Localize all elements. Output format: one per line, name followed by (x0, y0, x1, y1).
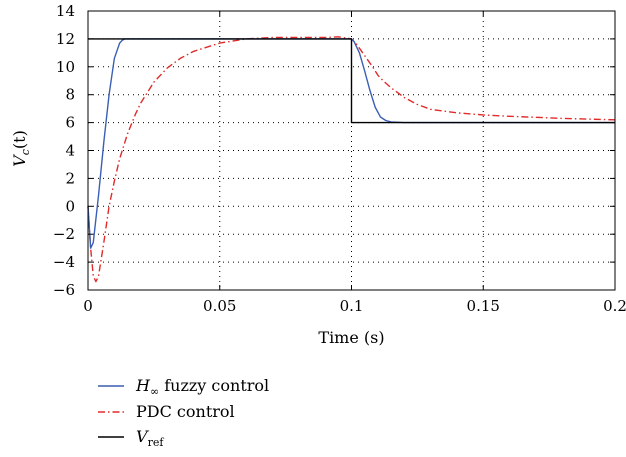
y-tick-label: 4 (65, 142, 75, 160)
x-tick-label: 0.15 (467, 297, 500, 315)
x-tick-label: 0 (83, 297, 93, 315)
y-tick-label: 8 (65, 86, 75, 104)
x-axis-label: Time (s) (318, 328, 384, 347)
y-axis-label-base: V (10, 154, 29, 167)
legend-label-vref: Vref (136, 427, 164, 449)
y-tick-label: 0 (65, 197, 75, 215)
y-tick-label: 12 (56, 30, 75, 48)
x-tick-label: 0.2 (603, 297, 626, 315)
y-axis-label: Vc(t) (10, 130, 32, 167)
legend: H∞ fuzzy control PDC control Vref (98, 376, 269, 449)
y-tick-label: −2 (53, 225, 75, 243)
y-axis-label-sub: c (19, 149, 32, 155)
series-line-vref (88, 38, 615, 124)
x-tick-label: 0.05 (203, 297, 236, 315)
x-tick-label: 0.1 (340, 297, 364, 315)
y-axis-label-arg: (t) (10, 130, 29, 149)
y-tick-label: 14 (56, 2, 75, 20)
axis-ticks: 0 0.05 0.1 0.15 0.2 −6 −4 −2 0 2 4 6 8 10 12 14 (53, 2, 626, 315)
legend-label-pdc: PDC control (136, 402, 235, 421)
series-line-pdc (87, 36, 616, 283)
y-tick-label: 6 (65, 114, 75, 132)
legend-label-hinf: H∞ fuzzy control (135, 376, 269, 398)
y-tick-label: −4 (53, 253, 75, 271)
y-tick-label: 2 (65, 169, 75, 187)
y-tick-label: −6 (53, 281, 75, 299)
series-lines (87, 36, 616, 283)
y-tick-label: 10 (56, 58, 75, 76)
